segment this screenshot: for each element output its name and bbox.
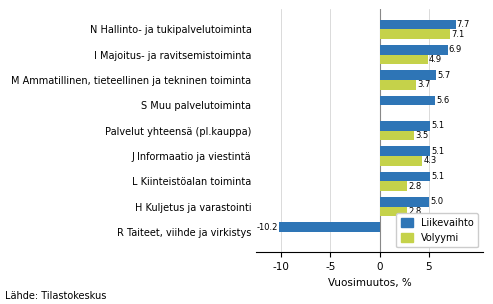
Bar [380,80,416,90]
Bar [279,223,380,232]
Text: 4.3: 4.3 [423,156,436,165]
Text: 7.7: 7.7 [457,20,470,29]
Text: 5.6: 5.6 [436,96,449,105]
Text: 5.1: 5.1 [431,147,444,156]
Bar [380,71,436,80]
Bar [380,131,414,140]
Bar [380,29,450,39]
Text: Lähde: Tilastokeskus: Lähde: Tilastokeskus [5,291,106,301]
X-axis label: Vuosimuutos, %: Vuosimuutos, % [328,278,412,288]
Text: 5.1: 5.1 [431,172,444,181]
Text: -10.2: -10.2 [256,223,278,232]
Bar [380,172,430,181]
Bar [380,55,428,64]
Bar [380,156,422,166]
Bar [380,20,456,29]
Bar [380,147,430,156]
Bar [380,45,448,55]
Text: 3.7: 3.7 [417,80,431,89]
Bar [380,96,435,105]
Text: 5.1: 5.1 [431,121,444,130]
Text: 2.8: 2.8 [408,182,422,191]
Bar [380,181,407,191]
Text: 4.9: 4.9 [429,55,442,64]
Bar [380,207,407,216]
Bar [380,121,430,131]
Text: 5.7: 5.7 [437,71,450,80]
Bar [380,197,429,207]
Legend: Liikevaihto, Volyymi: Liikevaihto, Volyymi [396,213,478,247]
Text: 5.0: 5.0 [430,197,443,206]
Text: 2.8: 2.8 [408,207,422,216]
Text: 3.5: 3.5 [415,131,428,140]
Text: 6.9: 6.9 [449,45,462,54]
Text: 7.1: 7.1 [451,30,464,39]
